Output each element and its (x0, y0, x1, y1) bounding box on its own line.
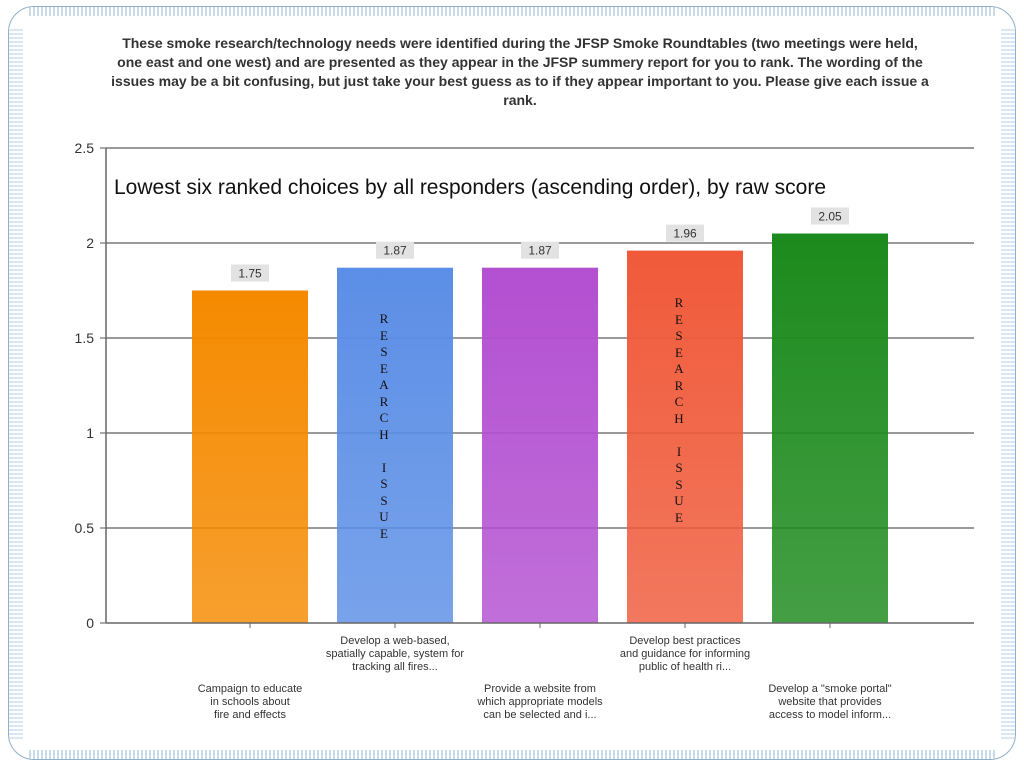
y-tick-label: 0 (86, 615, 94, 631)
category-label: and guidance for informing (620, 648, 750, 660)
value-label-bg (376, 241, 414, 259)
category-label: website that provides (777, 696, 882, 708)
value-label: 1.87 (383, 244, 407, 258)
right-stripe (1001, 27, 1015, 739)
bar (337, 267, 453, 623)
top-stripe (29, 7, 995, 16)
research-issue-annotation: R E S E A R C H I S S U E (379, 311, 389, 541)
y-tick-label: 1.5 (75, 330, 95, 346)
value-label: 1.75 (238, 267, 262, 281)
bar (482, 267, 598, 623)
value-label: 1.87 (528, 244, 552, 258)
category-label: Provide a website from (484, 683, 596, 695)
bar (627, 250, 743, 623)
y-tick-label: 2 (86, 235, 94, 251)
category-label: Campaign to educate (198, 683, 303, 695)
y-tick-label: 0.5 (75, 520, 95, 536)
bottom-stripe (29, 750, 995, 759)
value-label: 2.05 (818, 210, 842, 224)
bars (192, 233, 888, 623)
category-label: which appropriate models (476, 696, 603, 708)
chart-overlay-title: Lowest six ranked choices by all respond… (114, 176, 827, 199)
axes: 0 0.5 1 1.5 2 2.5 (75, 140, 974, 631)
category-label: spatially capable, system for (326, 648, 465, 660)
category-label: Develop a "smoke portal" (768, 683, 891, 695)
value-label-bg (521, 241, 559, 259)
category-label: in schools about (210, 696, 290, 708)
survey-instructions: These smoke research/technology needs we… (111, 35, 929, 108)
y-tick-label: 1 (86, 425, 94, 441)
bar (772, 233, 888, 623)
value-labels: 1.75 1.87 1.87 1.96 2.05 (231, 207, 849, 282)
bar (192, 290, 308, 623)
category-label: fire and effects (214, 709, 286, 721)
category-label: can be selected and i... (483, 709, 596, 721)
category-label: tracking all fires... (352, 661, 438, 673)
category-label: Develop a web-based, (340, 635, 449, 647)
research-issue-annotation: R E S E A R C H I S S U E (674, 295, 684, 525)
value-label-bg (666, 224, 704, 242)
value-label-bg (811, 207, 849, 225)
category-label: Develop best practices (629, 635, 741, 647)
value-label: 1.96 (673, 227, 697, 241)
category-label: access to model inform... (769, 709, 891, 721)
value-label-bg (231, 264, 269, 282)
left-stripe (9, 27, 23, 739)
y-tick-label: 2.5 (75, 140, 95, 156)
category-label: public of health ri... (639, 661, 731, 673)
